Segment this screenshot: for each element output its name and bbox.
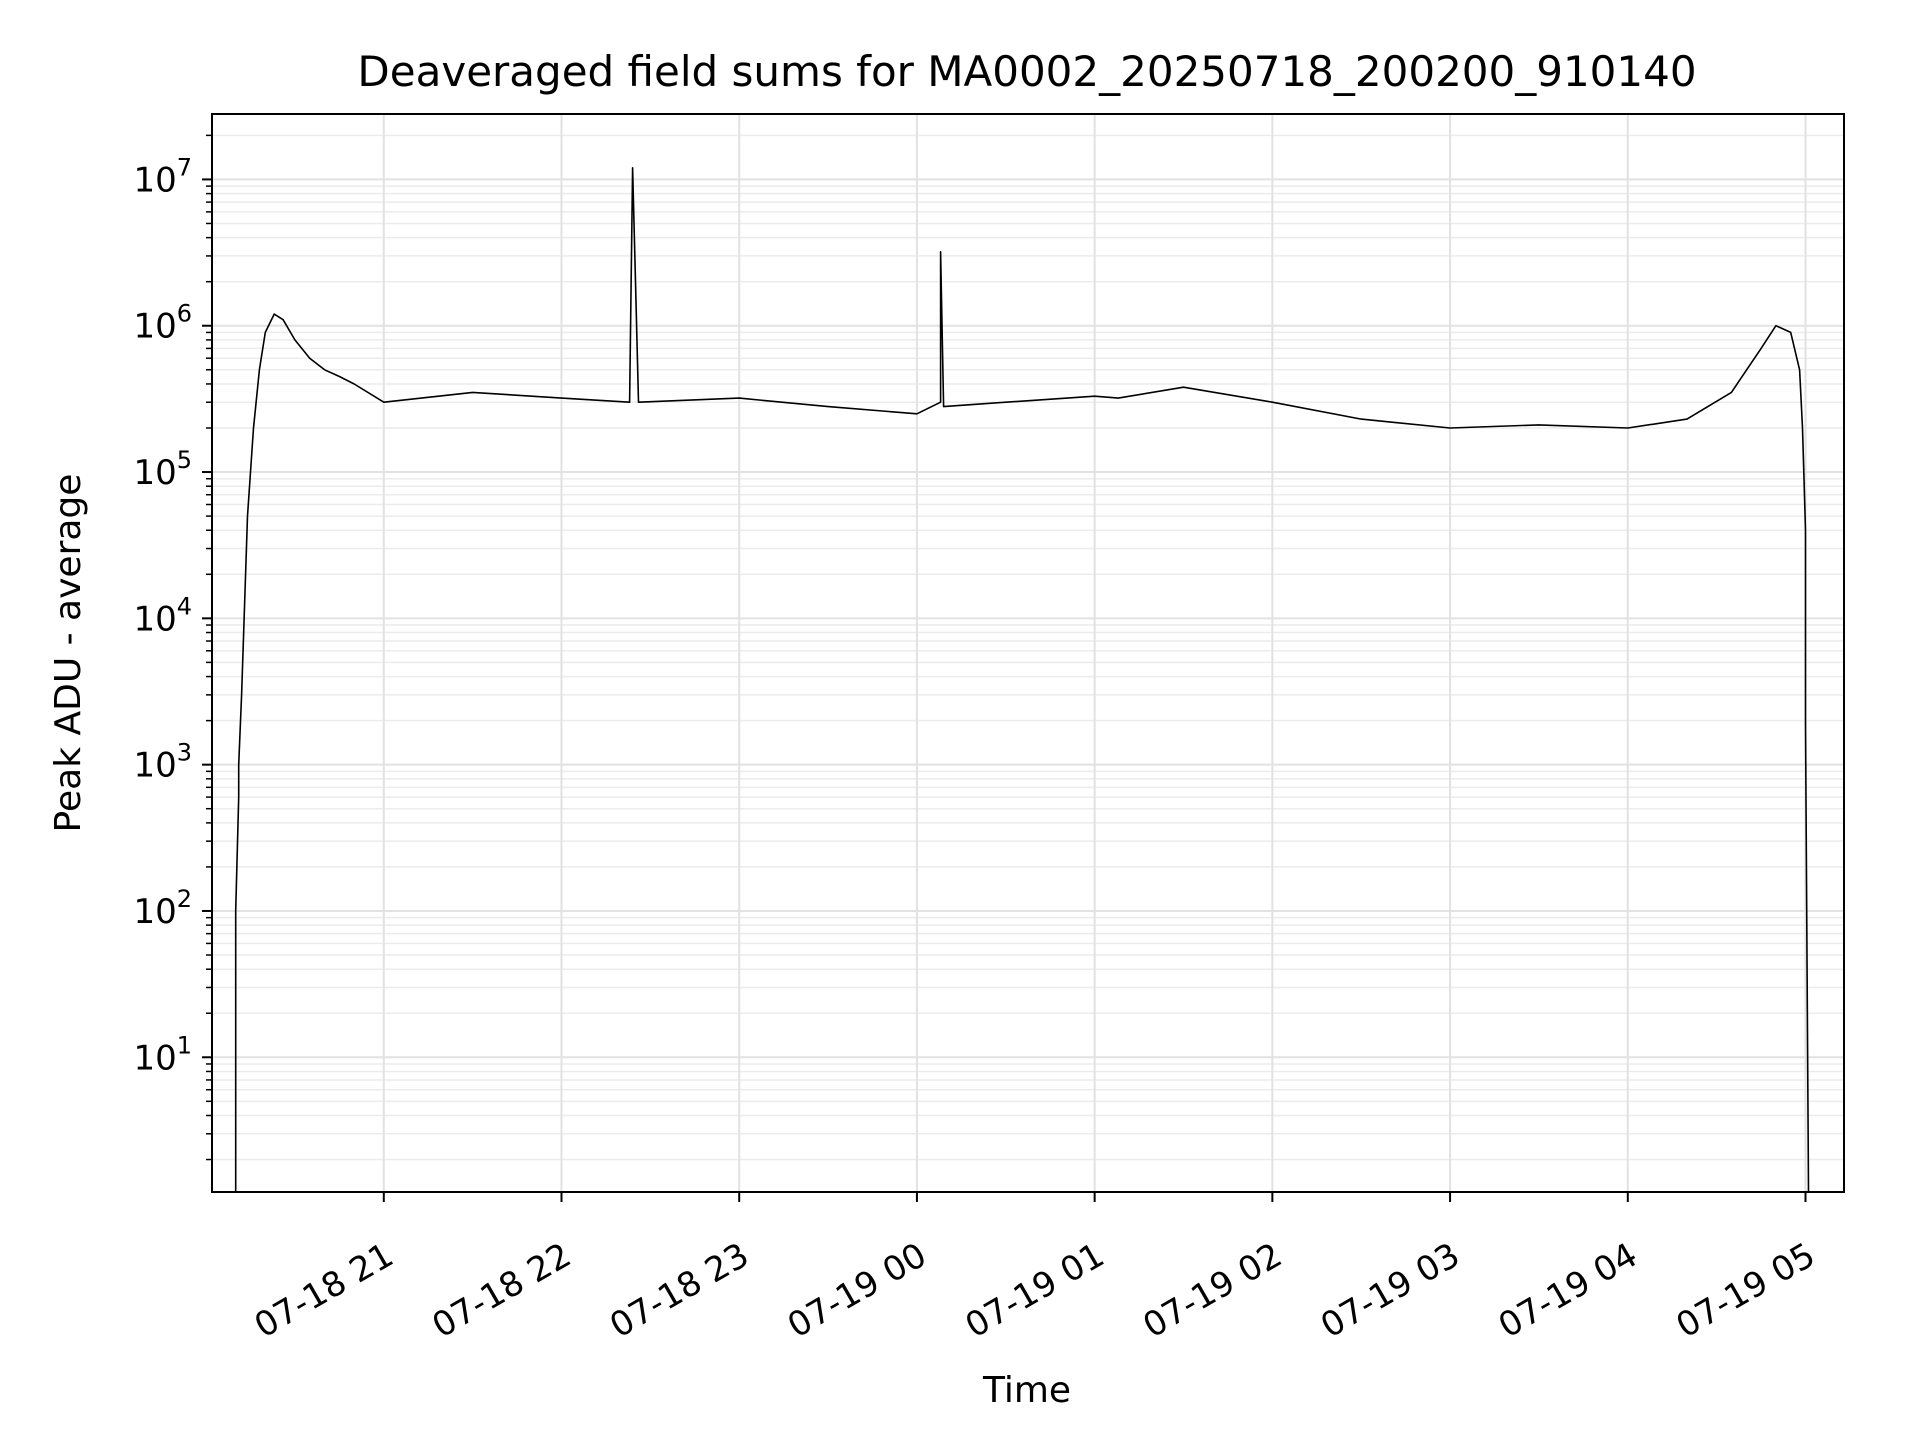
y-tick-label: 101 xyxy=(133,1031,192,1078)
y-tick-label: 105 xyxy=(133,446,192,493)
series-layer xyxy=(234,167,1810,1193)
grid xyxy=(212,114,1844,1192)
y-tick-label: 103 xyxy=(133,739,192,786)
x-axis-label: Time xyxy=(982,1370,1071,1411)
y-tick-label: 106 xyxy=(133,300,192,347)
y-axis: 101 102 103 104 105 106 107 xyxy=(133,134,212,1161)
plot-frame xyxy=(211,113,1845,1193)
y-tick-label: 102 xyxy=(133,885,192,932)
y-tick-label: 104 xyxy=(133,592,192,639)
y-tick-label: 107 xyxy=(133,153,192,200)
series-line xyxy=(234,167,1810,1193)
y-axis-label: Peak ADU - average xyxy=(48,474,89,833)
chart-title: Deaveraged field sums for MA0002_2025071… xyxy=(357,47,1696,96)
